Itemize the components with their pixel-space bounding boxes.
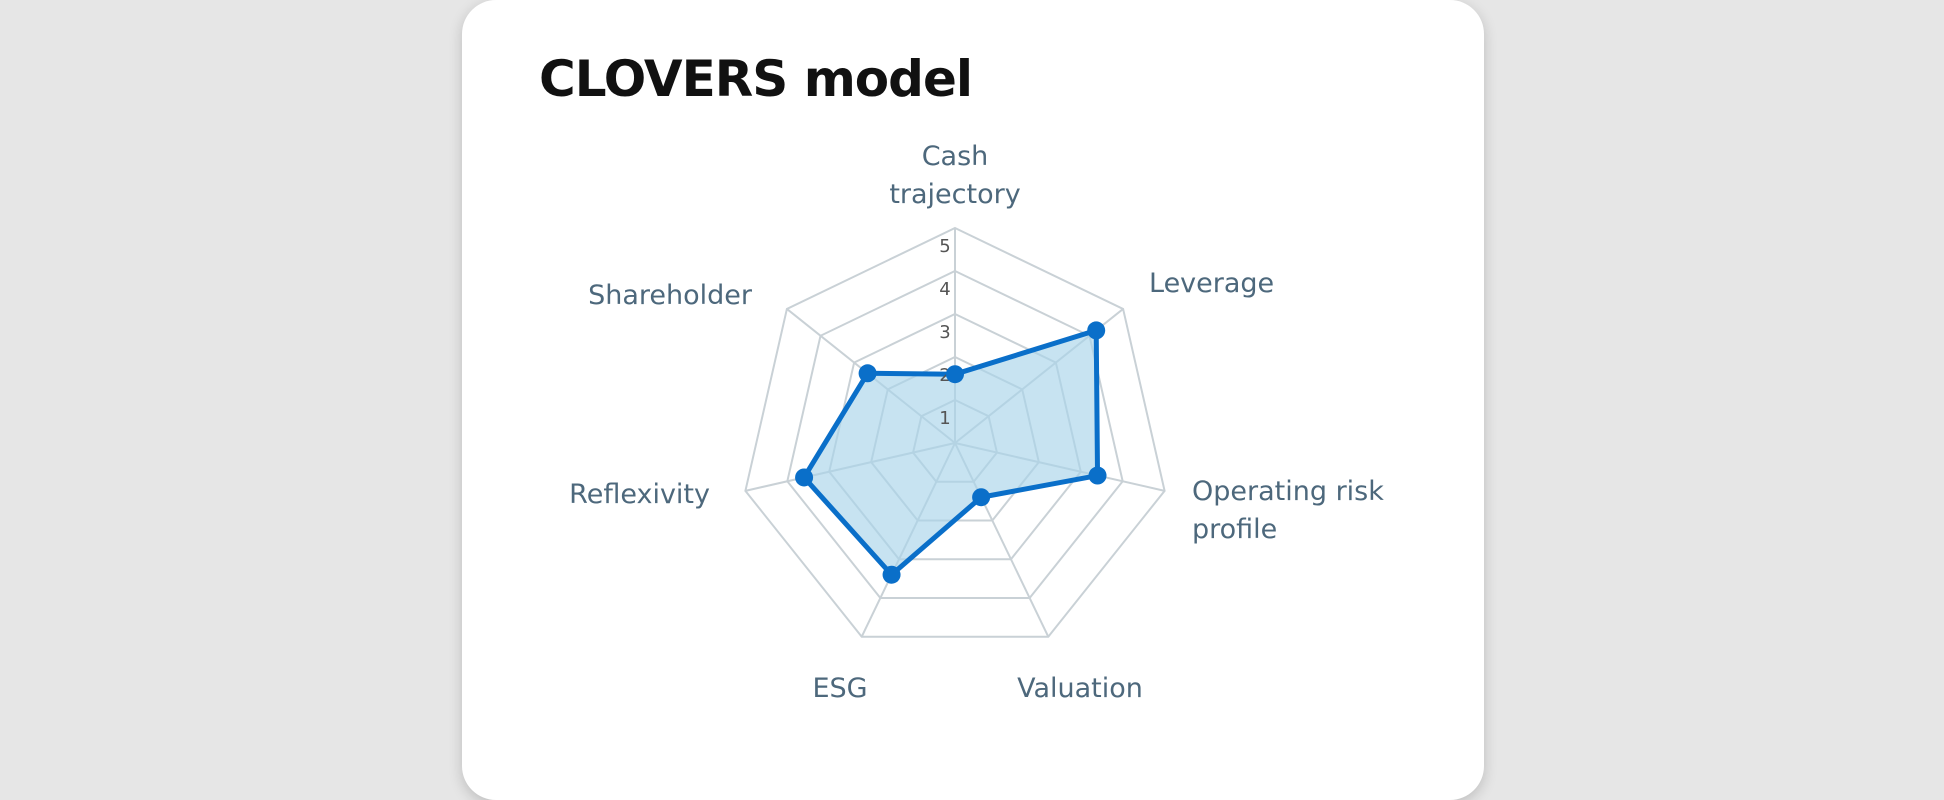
tick-label: 3 (939, 322, 950, 343)
tick-label: 1 (939, 408, 950, 429)
tick-label: 5 (939, 236, 950, 257)
axis-label: profile (1192, 514, 1277, 545)
axis-label: trajectory (889, 179, 1020, 210)
data-area (801, 327, 1101, 578)
data-point (972, 488, 991, 507)
axis-label: Cash (922, 141, 989, 172)
data-point (858, 364, 877, 383)
radar-chart: 1 2 3 4 5 Cash trajectory Leverage Operating ris… (569, 141, 1384, 704)
data-point (946, 365, 964, 384)
chart-title: CLOVERS model (539, 50, 973, 108)
axis-label: Shareholder (588, 280, 753, 311)
axis-label: ESG (812, 673, 867, 704)
axis-label: Reflexivity (569, 479, 710, 510)
data-point (882, 565, 901, 584)
data-point (1088, 466, 1107, 485)
axis-label: Operating risk (1192, 476, 1384, 507)
tick-label: 2 (939, 365, 950, 386)
axis-label: Leverage (1149, 268, 1274, 299)
tick-label: 4 (939, 279, 950, 300)
data-point (795, 468, 814, 487)
data-point (1087, 321, 1106, 340)
grid-ring-5 (744, 226, 1166, 638)
axis-label: Valuation (1017, 673, 1143, 704)
